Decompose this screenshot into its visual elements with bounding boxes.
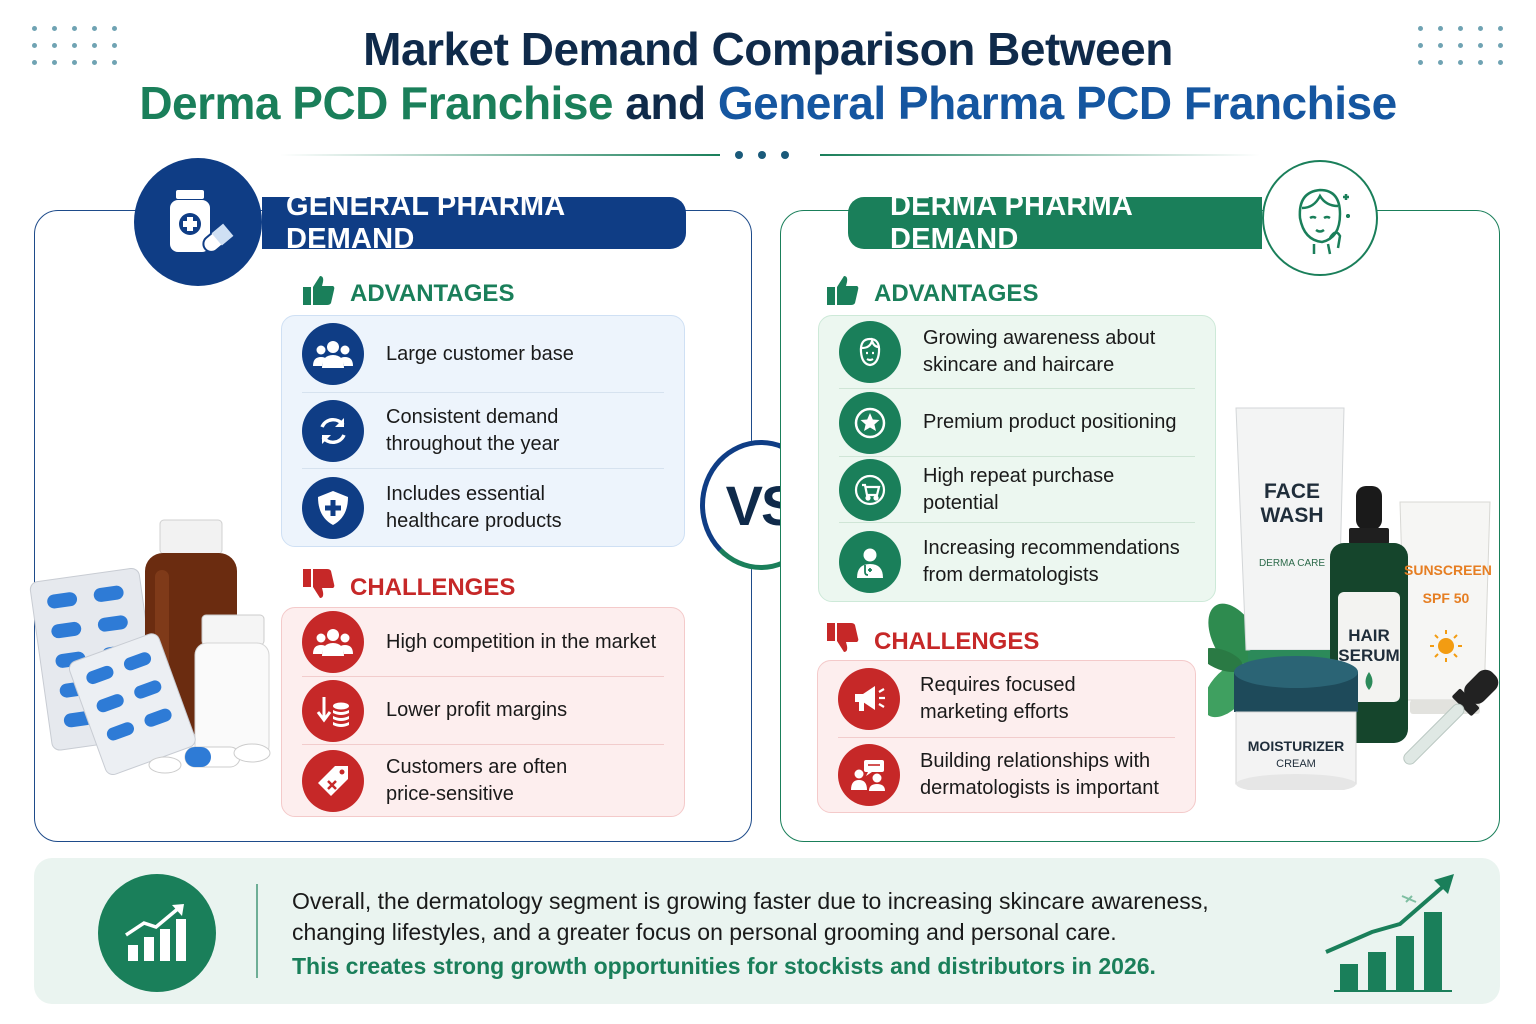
sunscreen-label: SUNSCREEN — [1404, 562, 1492, 578]
megaphone-icon — [838, 668, 900, 730]
item-text: Lower profit margins — [386, 699, 568, 721]
spf-label: SPF 50 — [1422, 590, 1470, 606]
advantages-label: ADVANTAGES — [350, 279, 515, 307]
general-advantages-list: Large customer base Consistent demand th… — [281, 315, 685, 547]
coins-down-icon — [302, 679, 364, 742]
item-text: Includes essential healthcare products — [386, 482, 562, 532]
list-item: High repeat purchase potential — [839, 456, 1195, 522]
thumbs-up-icon — [826, 274, 860, 313]
item-text: High competition in the market — [386, 630, 657, 653]
item-text: Consistent demand throughout the year — [386, 405, 560, 455]
derma-challenges-list: Requires focused marketing efforts Build… — [817, 660, 1196, 813]
list-item: Growing awareness about skincare and hai… — [839, 316, 1195, 388]
price-tag-icon — [302, 749, 364, 812]
group-icon — [302, 323, 364, 385]
thumbs-down-icon — [302, 568, 336, 607]
item-text: Growing awareness about skincare and hai… — [923, 327, 1156, 376]
list-item: Building relationships with dermatologis… — [838, 737, 1175, 812]
advantages-label: ADVANTAGES — [874, 279, 1039, 307]
face-care-icon — [1262, 160, 1378, 276]
cart-icon — [839, 458, 901, 521]
item-text: Building relationships with dermatologis… — [920, 750, 1159, 799]
footer-text: Overall, the dermatology segment is grow… — [292, 886, 1292, 982]
growth-chart-icon — [98, 874, 216, 992]
general-challenges-list: High competition in the market Lower pro… — [281, 607, 685, 817]
medicine-bottle-icon — [134, 158, 262, 286]
list-item: Lower profit margins — [302, 676, 664, 744]
shield-plus-icon — [302, 476, 364, 539]
challenges-label: CHALLENGES — [350, 573, 516, 601]
doctor-icon — [839, 530, 901, 593]
list-item: Consistent demand throughout the year — [302, 392, 664, 468]
derma-products-illustration: FACE WASH DERMA CARE HAIR SERUM SUNSCREE… — [1208, 400, 1508, 790]
page-title: Market Demand Comparison Between Derma P… — [0, 22, 1536, 130]
face-icon — [839, 321, 901, 383]
title-line-2: Derma PCD Franchise and General Pharma P… — [0, 76, 1536, 130]
list-item: Premium product positioning — [839, 388, 1195, 456]
title-derma: Derma PCD Franchise — [139, 77, 613, 129]
general-pharma-heading: GENERAL PHARMA DEMAND — [262, 190, 686, 255]
item-text: Requires focused marketing efforts — [920, 674, 1076, 723]
footer-divider — [256, 884, 258, 978]
derma-challenges-heading: CHALLENGES — [826, 622, 1039, 661]
derma-care-label: DERMA CARE — [1258, 558, 1326, 569]
general-challenges-heading: CHALLENGES — [302, 568, 515, 607]
footer-highlight: This creates strong growth opportunities… — [292, 953, 1156, 979]
group-icon — [302, 611, 364, 673]
general-advantages-heading: ADVANTAGES — [302, 274, 514, 313]
list-item: Requires focused marketing efforts — [838, 661, 1175, 737]
item-text: Large customer base — [386, 342, 574, 365]
item-text: Premium product positioning — [923, 411, 1177, 433]
consultation-icon — [838, 744, 900, 806]
item-text: Increasing recommendations from dermatol… — [923, 536, 1180, 586]
title-divider — [280, 151, 1260, 159]
decorative-dots-left — [32, 26, 118, 65]
hair-serum-label: HAIR SERUM — [1338, 626, 1400, 665]
challenges-label: CHALLENGES — [874, 627, 1040, 655]
cream-label: CREAM — [1276, 758, 1316, 770]
thumbs-down-icon — [826, 622, 860, 661]
item-text: High repeat purchase potential — [923, 464, 1115, 514]
moisturizer-label: MOISTURIZER — [1247, 738, 1345, 754]
title-general: General Pharma PCD Franchise — [717, 77, 1397, 129]
list-item: Large customer base — [302, 316, 664, 392]
derma-advantages-heading: ADVANTAGES — [826, 274, 1038, 313]
derma-advantages-list: Growing awareness about skincare and hai… — [818, 315, 1216, 602]
list-item: Includes essential healthcare products — [302, 468, 664, 546]
face-wash-label: FACE WASH — [1260, 480, 1324, 527]
list-item: Increasing recommendations from dermatol… — [839, 522, 1195, 600]
footer-summary: Overall, the dermatology segment is grow… — [292, 888, 1209, 945]
derma-pharma-heading: DERMA PHARMA DEMAND — [848, 190, 1262, 255]
list-item: High competition in the market — [302, 608, 664, 676]
growth-bars-icon — [1325, 874, 1454, 992]
star-badge-icon — [839, 391, 901, 454]
summary-footer: Overall, the dermatology segment is grow… — [34, 858, 1500, 1004]
title-line-1: Market Demand Comparison Between — [363, 23, 1173, 75]
medicine-illustration — [29, 519, 271, 776]
list-item: Customers are often price-sensitive — [302, 744, 664, 816]
title-and: and — [625, 77, 706, 129]
decorative-dots-right — [1418, 26, 1504, 65]
item-text: Customers are often price-sensitive — [386, 755, 568, 805]
thumbs-up-icon — [302, 274, 336, 313]
refresh-icon — [302, 399, 364, 462]
